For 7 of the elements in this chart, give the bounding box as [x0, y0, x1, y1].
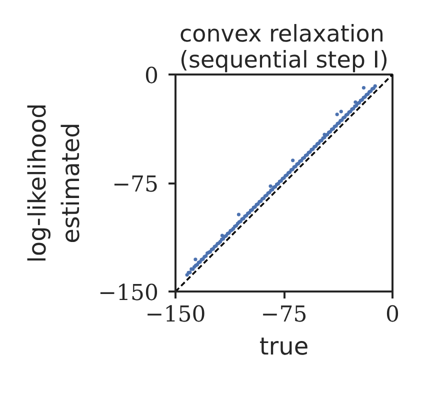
- chart-title: convex relaxation (sequential step I): [179, 22, 389, 74]
- y-tick-label: −75: [112, 172, 159, 198]
- y-axis-title: log-likelihood estimated: [23, 103, 86, 263]
- x-tick-label: 0: [386, 302, 400, 328]
- x-axis-title: true: [259, 332, 309, 360]
- y-tick-label: 0: [144, 64, 159, 89]
- x-tick-label: −75: [260, 302, 308, 328]
